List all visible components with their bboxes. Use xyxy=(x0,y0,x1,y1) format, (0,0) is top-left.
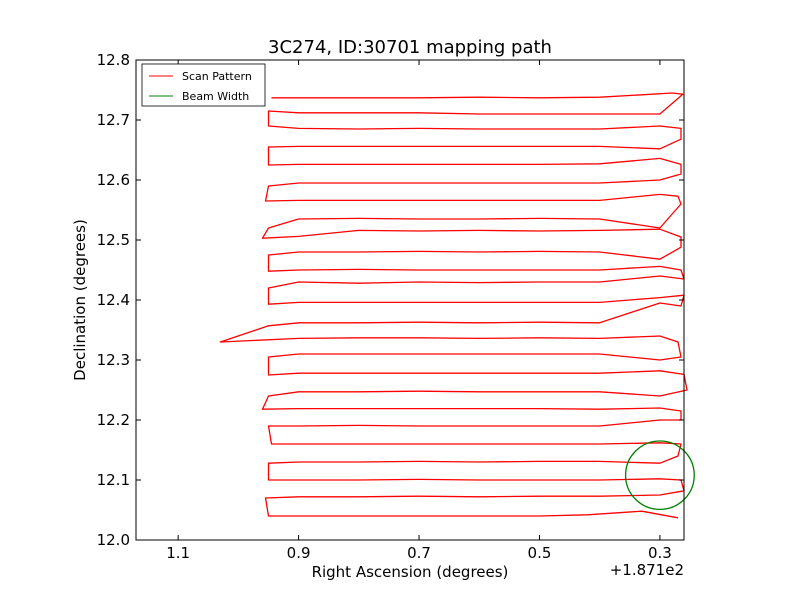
legend: Scan Pattern Beam Width xyxy=(141,63,266,107)
legend-beam-label: Beam Width xyxy=(182,90,249,103)
y-axis-title: Declination (degrees) xyxy=(71,219,89,381)
y-tick-label: 12.4 xyxy=(97,291,130,309)
x-tick-label: 0.9 xyxy=(287,544,311,562)
x-tick-label: 0.3 xyxy=(648,544,672,562)
y-tick-label: 12.1 xyxy=(97,471,130,489)
y-tick-label: 12.7 xyxy=(97,111,130,129)
x-axis-offset-label: +1.871e2 xyxy=(610,561,684,579)
y-tick-label: 12.2 xyxy=(97,411,130,429)
y-tick-label: 12.3 xyxy=(97,351,130,369)
series-line-scan-pattern xyxy=(219,92,688,519)
x-tick-label: 0.5 xyxy=(528,544,552,562)
x-axis-ticks: 1.1 0.9 0.7 0.5 0.3 xyxy=(166,60,672,562)
series-circle-beam-width xyxy=(624,440,695,511)
legend-box xyxy=(141,63,266,107)
plot-area xyxy=(136,60,684,540)
y-tick-label: 12.8 xyxy=(97,51,130,69)
x-tick-label: 1.1 xyxy=(166,544,190,562)
y-axis-ticks: 12.0 12.1 12.2 12.3 12.4 12.5 12.6 12.7 12.8 xyxy=(97,51,684,549)
y-tick-label: 12.6 xyxy=(97,171,130,189)
chart-title: 3C274, ID:30701 mapping path xyxy=(268,37,552,58)
series-layer xyxy=(219,92,695,519)
x-axis-title: Right Ascension (degrees) xyxy=(312,563,509,581)
x-tick-label: 0.7 xyxy=(407,544,431,562)
y-tick-label: 12.5 xyxy=(97,231,130,249)
y-tick-label: 12.0 xyxy=(97,531,130,549)
legend-scan-label: Scan Pattern xyxy=(182,70,252,83)
